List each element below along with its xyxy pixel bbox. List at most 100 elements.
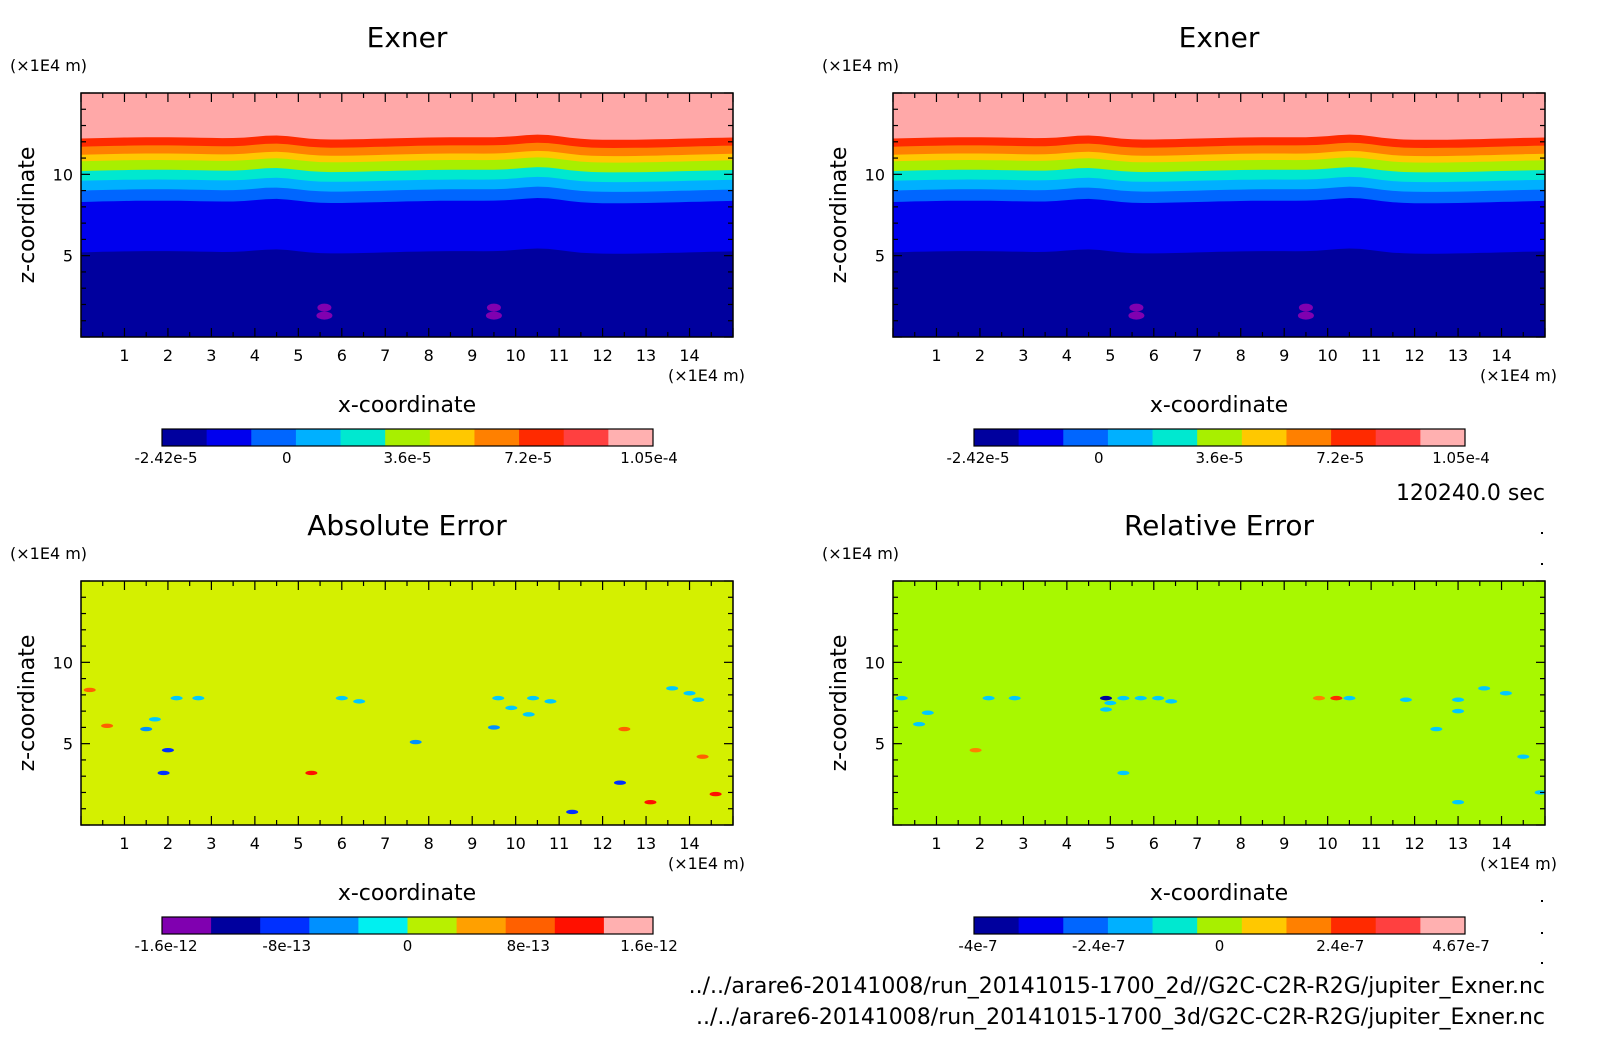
chart-panel-3: Absolute Error(×1E4 m)1 2 3 4 5 6 7 8 9 10 11 12 13 1… <box>10 509 745 955</box>
field-feature <box>1430 726 1443 732</box>
field-feature <box>692 697 705 702</box>
field-feature <box>1298 303 1313 312</box>
field-feature <box>618 726 631 732</box>
x-tick-label: 14 <box>1491 834 1511 853</box>
field-feature <box>317 303 332 312</box>
x-tick-label: 7 <box>380 346 390 365</box>
colorbar-swatch <box>1241 429 1287 446</box>
x-tick-label: 6 <box>1149 834 1159 853</box>
field-feature <box>709 791 722 797</box>
field-feature <box>487 725 500 730</box>
x-unit-label: (×1E4 m) <box>1480 854 1557 873</box>
field-feature <box>921 710 934 715</box>
y-tick-label: 10 <box>53 165 73 184</box>
colorbar-swatch <box>340 429 386 446</box>
colorbar-tick-label: 0 <box>282 449 292 467</box>
x-axis-label: x-coordinate <box>338 393 476 418</box>
x-tick-label: 10 <box>505 834 525 853</box>
colorbar-swatch <box>563 429 609 446</box>
field-feature <box>1330 695 1343 701</box>
colorbar-swatch <box>309 917 359 934</box>
y-unit-label: (×1E4 m) <box>10 56 87 75</box>
x-tick-label: 8 <box>424 346 434 365</box>
field-feature <box>1452 708 1465 714</box>
x-tick-label: 6 <box>1149 346 1159 365</box>
colorbar-tick-label: -8e-13 <box>262 937 311 955</box>
colorbar-frame <box>973 916 1466 935</box>
x-tick-label: 9 <box>1279 346 1289 365</box>
x-tick-label: 7 <box>380 834 390 853</box>
field-feature <box>696 754 709 759</box>
colorbar-tick-label: 0 <box>1215 937 1225 955</box>
colorbar-tick-label: 3.6e-5 <box>1195 449 1243 467</box>
field-feature <box>353 699 366 704</box>
field-feature <box>1478 686 1491 691</box>
colorbar-swatch <box>407 917 458 934</box>
colorbar-tick-label: 7.2e-5 <box>1316 449 1364 467</box>
colorbar-tick-label: 4.67e-7 <box>1432 937 1490 955</box>
colorbar-swatch <box>603 917 654 934</box>
field-feature <box>409 739 422 745</box>
chart-panel-1: Exner(×1E4 m)1 2 3 4 5 6 7 8 9 10 11 12 13 14510(×1E4… <box>10 21 745 467</box>
field-feature <box>1312 695 1325 701</box>
field-feature <box>1517 754 1530 759</box>
x-tick-label: 6 <box>337 834 347 853</box>
colorbar-swatch <box>505 917 556 934</box>
x-tick-label: 4 <box>250 834 260 853</box>
colorbar-swatch <box>211 917 261 934</box>
x-tick-label: 13 <box>636 346 656 365</box>
colorbar-tick-label: -4e-7 <box>958 937 997 955</box>
x-axis-label: x-coordinate <box>1150 393 1288 418</box>
x-tick-label: 1 <box>931 834 941 853</box>
colorbar-swatch <box>974 429 1020 446</box>
field-feature <box>1104 700 1117 706</box>
colorbar-tick-label: 3.6e-5 <box>383 449 431 467</box>
x-tick-label: 4 <box>1062 834 1072 853</box>
colorbar-swatch <box>1375 917 1421 934</box>
chart-title: Exner <box>367 21 448 54</box>
x-tick-label: 3 <box>206 834 216 853</box>
field-feature <box>1165 699 1178 704</box>
field-feature <box>913 721 926 727</box>
colorbar-frame <box>973 428 1466 447</box>
field-feature <box>505 705 518 711</box>
x-tick-label: 8 <box>424 834 434 853</box>
colorbar-swatch <box>1197 917 1243 934</box>
colorbar-swatch <box>1241 917 1287 934</box>
colorbar-swatch <box>358 917 408 934</box>
field-feature <box>1117 695 1130 701</box>
colorbar-swatch <box>260 917 310 934</box>
colorbar-swatch <box>1018 917 1064 934</box>
chart-title: Absolute Error <box>307 509 507 542</box>
colorbar-swatch <box>1420 429 1466 446</box>
field-feature <box>140 726 153 732</box>
colorbar-swatch <box>608 429 654 446</box>
colorbar-swatch <box>162 429 208 446</box>
field-feature <box>1099 707 1112 712</box>
x-axis-label: x-coordinate <box>1150 881 1288 906</box>
field-background <box>81 581 733 825</box>
x-axis-label: x-coordinate <box>338 881 476 906</box>
field-feature <box>192 695 205 701</box>
colorbar-tick-label: 1.6e-12 <box>620 937 678 955</box>
colorbar-swatch <box>974 917 1020 934</box>
field-feature <box>170 695 183 701</box>
x-tick-label: 9 <box>467 834 477 853</box>
x-tick-label: 6 <box>337 346 347 365</box>
field-feature <box>1452 800 1465 805</box>
colorbar-tick-label: -2.42e-5 <box>135 449 198 467</box>
field-feature <box>101 723 114 728</box>
x-tick-label: 5 <box>1105 346 1115 365</box>
y-tick-label: 5 <box>63 247 73 266</box>
x-tick-label: 8 <box>1236 346 1246 365</box>
x-tick-label: 1 <box>931 346 941 365</box>
x-tick-label: 12 <box>1404 346 1424 365</box>
field-feature <box>1134 695 1147 701</box>
field-feature <box>305 770 318 776</box>
colorbar-swatch <box>251 429 297 446</box>
x-tick-label: 4 <box>250 346 260 365</box>
colorbar-swatch <box>1018 429 1064 446</box>
field-band <box>81 248 733 337</box>
x-tick-label: 11 <box>549 346 569 365</box>
